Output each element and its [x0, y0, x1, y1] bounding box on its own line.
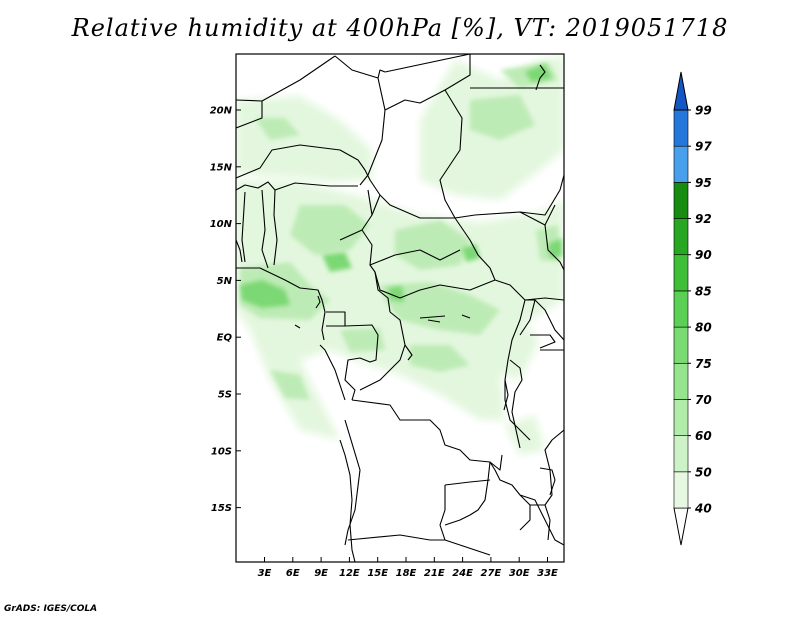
lat-label: 5N	[217, 276, 233, 287]
colorbar-box	[673, 218, 689, 256]
colorbar-box	[673, 471, 689, 509]
colorbar-label: 50	[695, 465, 712, 479]
colorbar-upper-arrow	[673, 71, 689, 111]
colorbar-box	[673, 145, 689, 183]
lon-label: 12E	[339, 568, 360, 579]
lat-label: 5S	[218, 390, 232, 401]
colorbar-box	[673, 254, 689, 292]
lat-label: 15S	[211, 503, 232, 514]
colorbar-box	[673, 182, 689, 219]
colorbar-label: 85	[695, 284, 712, 298]
lon-label: 33E	[537, 568, 558, 579]
lat-label: 10N	[210, 219, 233, 230]
map-title: Relative humidity at 400hPa [%], VT: 201…	[71, 14, 729, 42]
lon-label: 24E	[452, 568, 473, 579]
plot-frame: 20N 15N 10N 5N EQ 5S 10S 15S 3E 6E 9E 12E 15E 18E 21E…	[210, 53, 565, 579]
lon-label: 27E	[481, 568, 502, 579]
colorbar-box	[673, 435, 689, 473]
colorbar-label: 92	[695, 212, 712, 226]
colorbar-box	[673, 326, 689, 364]
colorbar-box	[673, 290, 689, 328]
lon-label: 9E	[314, 568, 328, 579]
colorbar-label: 97	[695, 140, 712, 154]
lat-label: EQ	[217, 333, 233, 344]
colorbar-label: 95	[695, 176, 712, 190]
colorbar: 40 50 60 70 75 80 85 90 92 95 97 99	[673, 71, 712, 546]
colorbar-label: 80	[695, 321, 712, 335]
colorbar-label: 75	[695, 357, 712, 371]
lon-label: 18E	[396, 568, 417, 579]
grads-credit: GrADS: IGES/COLA	[4, 604, 98, 614]
colorbar-box	[673, 109, 689, 147]
lon-label: 3E	[258, 568, 272, 579]
lon-label: 6E	[286, 568, 300, 579]
lat-label: 10S	[211, 446, 232, 457]
colorbar-label: 99	[695, 104, 712, 118]
colorbar-box	[673, 362, 689, 400]
colorbar-label: 60	[695, 429, 712, 443]
colorbar-label: 90	[695, 248, 712, 262]
lat-label: 15N	[210, 162, 233, 173]
lon-label: 30E	[509, 568, 530, 579]
country-borders	[236, 54, 564, 562]
humidity-field	[236, 56, 564, 455]
lon-label: 15E	[367, 568, 388, 579]
lon-label: 21E	[424, 568, 445, 579]
colorbar-lower-arrow	[673, 507, 689, 546]
colorbar-label: 70	[695, 393, 712, 407]
colorbar-label: 40	[694, 502, 712, 516]
colorbar-box	[673, 399, 689, 436]
lat-label: 20N	[210, 106, 233, 117]
